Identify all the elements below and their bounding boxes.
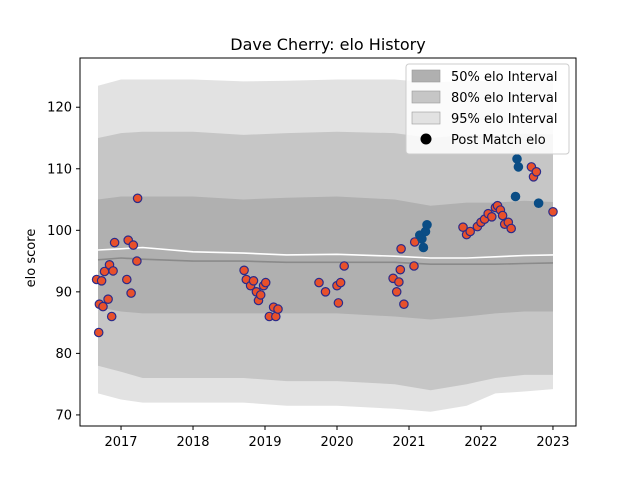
data-point-orange [396, 244, 406, 254]
legend-label: 80% elo Interval [451, 91, 558, 106]
x-tick-label: 2018 [176, 435, 209, 450]
data-point-orange [255, 290, 266, 300]
data-point-orange [128, 240, 139, 250]
data-point-orange [132, 193, 143, 204]
data-point-orange [122, 274, 132, 285]
data-point-orange [103, 294, 113, 304]
axes: 2017 2018 2019 2020 2021 2022 2023 70 80 90 100 110… [47, 57, 577, 450]
data-point-orange [548, 207, 558, 217]
data-point-orange [506, 223, 516, 234]
median-elo-line [97, 257, 554, 265]
y-tick-label: 100 [47, 224, 72, 239]
data-point-orange [531, 167, 542, 177]
data-point-blue [510, 191, 521, 202]
legend-label: 95% elo Interval [451, 112, 558, 127]
y-tick-label: 90 [55, 285, 72, 300]
data-point-orange [239, 265, 249, 276]
y-tick-label: 110 [47, 162, 72, 177]
data-point-orange [486, 212, 497, 222]
data-point-orange [248, 275, 259, 286]
chart-title: Dave Cherry: elo History [230, 35, 425, 54]
data-point-blue [533, 198, 544, 208]
data-point-orange [126, 288, 136, 298]
plot-frame [79, 57, 577, 427]
legend-swatch-band-50 [411, 69, 441, 83]
data-point-orange [98, 301, 108, 312]
data-point-orange [399, 299, 409, 309]
legend: 50% elo Interval 80% elo Interval 95% elo … [405, 63, 570, 155]
legend-label: Post Match elo [451, 133, 546, 148]
legend-swatch-band-95 [411, 111, 441, 125]
data-point-orange [465, 226, 475, 237]
data-point-orange [394, 277, 404, 287]
x-tick-label: 2023 [536, 435, 569, 450]
y-tick-label: 120 [47, 101, 72, 116]
data-point-orange [458, 222, 468, 232]
data-point-orange [109, 237, 120, 248]
data-point-orange [260, 277, 271, 288]
y-tick-label: 80 [55, 347, 72, 362]
y-tick-label: 70 [55, 408, 72, 423]
band-50-interval [98, 196, 553, 320]
data-point-orange [335, 277, 346, 288]
x-tick-label: 2019 [248, 435, 281, 450]
legend-marker-point [420, 133, 432, 145]
y-axis-label: elo score [24, 229, 39, 288]
x-tick-label: 2020 [320, 435, 353, 450]
legend-swatch-band-80 [411, 90, 441, 104]
data-point-orange [333, 298, 344, 308]
x-tick-label: 2017 [104, 435, 137, 450]
data-point-orange [409, 261, 419, 271]
data-point-orange [108, 266, 118, 276]
data-point-orange [497, 210, 508, 221]
data-point-blue [418, 242, 429, 253]
legend-label: 50% elo Interval [451, 70, 558, 85]
data-point-blue [422, 220, 432, 230]
data-point-orange [314, 277, 324, 288]
plot-area [91, 79, 558, 412]
data-point-orange [96, 275, 107, 286]
data-point-orange [391, 286, 402, 297]
data-point-orange [320, 286, 331, 297]
legend-box [405, 63, 570, 155]
data-point-orange [395, 264, 406, 275]
data-point-orange [106, 311, 117, 322]
x-tick-label: 2022 [464, 435, 497, 450]
x-tick-label: 2021 [392, 435, 425, 450]
data-point-orange [339, 261, 349, 271]
data-point-orange [93, 327, 104, 338]
mean-elo-line [97, 246, 554, 259]
data-point-orange [132, 256, 142, 266]
data-point-orange [273, 304, 283, 314]
data-point-blue [513, 162, 524, 172]
data-point-blue [512, 154, 522, 164]
